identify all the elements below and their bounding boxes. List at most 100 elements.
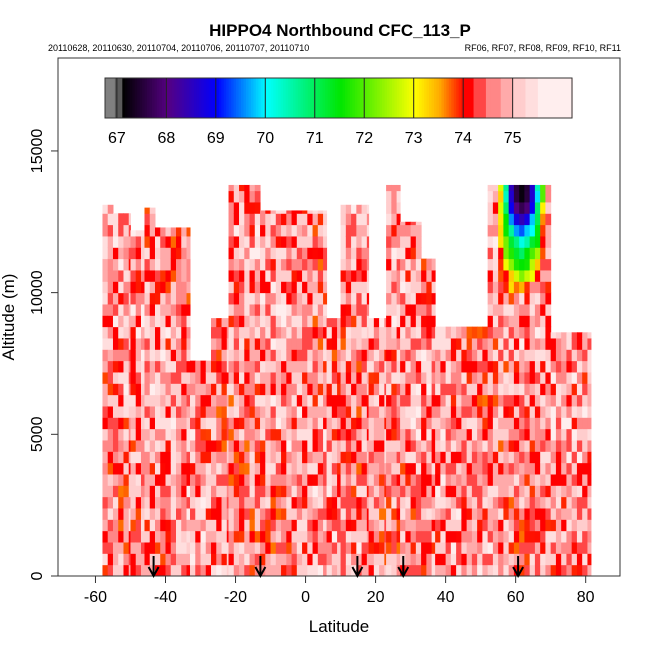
curtain-cell xyxy=(176,235,182,248)
curtain-cell xyxy=(140,371,145,384)
curtain-cell xyxy=(286,507,293,520)
curtain-cell xyxy=(128,405,131,418)
curtain-cell xyxy=(186,281,191,294)
curtain-cell xyxy=(130,315,137,328)
curtain-cell xyxy=(566,451,573,464)
colorbar-swatch xyxy=(137,78,141,118)
curtain-cell xyxy=(345,315,352,328)
curtain-cell xyxy=(216,473,223,486)
curtain-cell xyxy=(351,507,357,520)
curtain-cell xyxy=(550,332,557,339)
curtain-cell xyxy=(587,417,592,430)
curtain-cell xyxy=(107,496,114,509)
curtain-cell xyxy=(331,360,338,373)
curtain-cell xyxy=(118,564,124,577)
colorbar-swatch xyxy=(419,78,423,118)
curtain-cell xyxy=(561,553,567,566)
curtain-cell xyxy=(519,190,525,203)
curtain-cell xyxy=(144,281,151,294)
curtain-cell xyxy=(286,496,293,509)
curtain-cell xyxy=(107,269,114,282)
curtain-cell xyxy=(270,383,277,396)
curtain-cell xyxy=(323,473,328,486)
curtain-cell xyxy=(130,371,137,384)
curtain-cell xyxy=(545,417,552,430)
curtain-cell xyxy=(211,507,217,520)
curtain-cell xyxy=(249,541,256,554)
curtain-cell xyxy=(275,405,282,418)
curtain-cell xyxy=(524,349,531,362)
curtain-cell xyxy=(195,462,202,475)
curtain-cell xyxy=(107,349,114,362)
curtain-cell xyxy=(286,428,293,441)
curtain-cell xyxy=(466,337,473,350)
curtain-cell xyxy=(487,541,494,554)
curtain-cell xyxy=(244,371,251,384)
curtain-cell xyxy=(307,564,314,577)
curtain-cell xyxy=(379,318,385,328)
curtain-cell xyxy=(440,530,447,543)
curtain-cell xyxy=(373,541,380,554)
curtain-cell xyxy=(149,428,156,441)
curtain-cell xyxy=(216,394,223,407)
curtain-cell xyxy=(337,383,342,396)
curtain-cell xyxy=(534,371,541,384)
curtain-cell xyxy=(545,184,552,192)
curtain-cell xyxy=(396,190,401,203)
curtain-cell xyxy=(361,507,368,520)
curtain-cell xyxy=(123,473,130,486)
curtain-cell xyxy=(456,394,462,407)
curtain-cell xyxy=(471,530,478,543)
curtain-cell xyxy=(345,451,352,464)
curtain-cell xyxy=(228,564,235,577)
curtain-cell xyxy=(123,439,130,452)
curtain-cell xyxy=(396,184,401,192)
curtain-cell xyxy=(154,371,161,384)
curtain-cell xyxy=(513,303,520,316)
curtain-cell xyxy=(361,485,368,498)
curtain-cell xyxy=(391,371,398,384)
curtain-cell xyxy=(270,210,277,214)
curtain-cell xyxy=(107,337,114,350)
curtain-cell xyxy=(587,371,592,384)
curtain-cell xyxy=(426,394,433,407)
curtain-cell xyxy=(281,428,287,441)
curtain-cell xyxy=(307,451,314,464)
curtain-cell xyxy=(340,417,347,430)
curtain-cell xyxy=(524,519,531,532)
curtain-cell xyxy=(317,349,324,362)
curtain-cell xyxy=(286,519,293,532)
curtain-cell xyxy=(135,428,142,441)
curtain-cell xyxy=(176,519,182,532)
curtain-cell xyxy=(492,394,499,407)
colorbar-swatch xyxy=(288,78,292,118)
curtain-cell xyxy=(165,507,172,520)
curtain-cell xyxy=(356,417,363,430)
curtain-cell xyxy=(181,383,188,396)
curtain-cell xyxy=(405,507,412,520)
curtain-cell xyxy=(471,473,478,486)
curtain-cell xyxy=(576,371,583,384)
curtain-cell xyxy=(112,519,119,532)
curtain-cell xyxy=(254,530,261,543)
curtain-cell xyxy=(291,473,298,486)
curtain-cell xyxy=(487,564,494,577)
curtain-cell xyxy=(286,383,293,396)
curtain-cell xyxy=(361,428,368,441)
curtain-cell xyxy=(181,439,188,452)
curtain-cell xyxy=(260,337,266,350)
curtain-cell xyxy=(281,281,287,294)
curtain-cell xyxy=(440,541,447,554)
curtain-cell xyxy=(123,315,130,328)
curtain-cell xyxy=(503,303,510,316)
curtain-cell xyxy=(149,405,156,418)
curtain-cell xyxy=(513,496,520,509)
curtain-cell xyxy=(286,462,293,475)
colorbar-frame xyxy=(104,77,573,119)
curtain-cell xyxy=(170,428,177,441)
curtain-cell xyxy=(513,530,520,543)
curtain-cell xyxy=(440,451,447,464)
curtain-cell xyxy=(503,519,510,532)
curtain-cell xyxy=(356,553,363,566)
curtain-cell xyxy=(576,462,583,475)
